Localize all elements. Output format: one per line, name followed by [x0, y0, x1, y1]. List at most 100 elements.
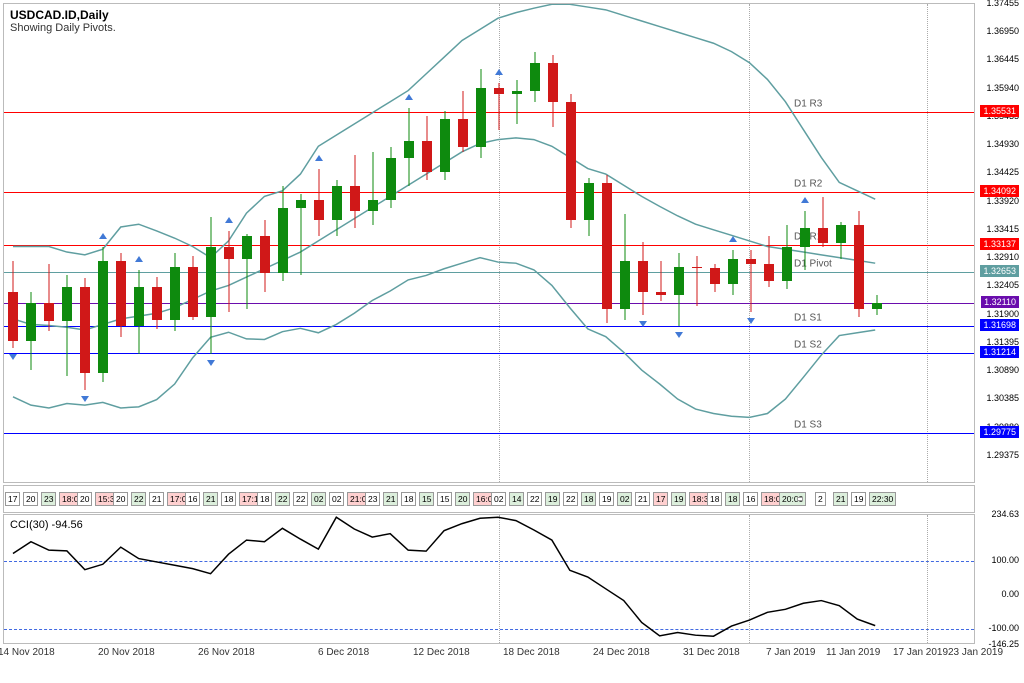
signal-arrow-icon — [135, 256, 143, 262]
time-box: 17 — [653, 492, 668, 506]
time-box: 19 — [671, 492, 686, 506]
candlestick[interactable] — [727, 4, 740, 484]
time-axis: 17202318:002015:3020222117:0016211817:10… — [3, 485, 975, 513]
price-tag: 1.31698 — [980, 319, 1019, 331]
candlestick[interactable] — [511, 4, 524, 484]
signal-arrow-icon — [747, 318, 755, 324]
y-tick-label: 1.29375 — [986, 450, 1019, 460]
candlestick[interactable] — [61, 4, 74, 484]
signal-arrow-icon — [495, 69, 503, 75]
candlestick[interactable] — [421, 4, 434, 484]
candlestick[interactable] — [223, 4, 236, 484]
y-tick-label: 1.30385 — [986, 393, 1019, 403]
candlestick[interactable] — [403, 4, 416, 484]
y-tick-label: 1.31900 — [986, 309, 1019, 319]
date-label: 18 Dec 2018 — [503, 647, 560, 658]
candlestick[interactable] — [763, 4, 776, 484]
time-box: 18 — [581, 492, 596, 506]
y-tick-label: 1.36445 — [986, 54, 1019, 64]
candlestick[interactable] — [151, 4, 164, 484]
candlestick[interactable] — [295, 4, 308, 484]
candlestick[interactable] — [187, 4, 200, 484]
candlestick[interactable] — [385, 4, 398, 484]
candlestick[interactable] — [313, 4, 326, 484]
candlestick[interactable] — [475, 4, 488, 484]
candlestick[interactable] — [25, 4, 38, 484]
time-box — [797, 497, 803, 501]
cci-tick-label: -100.00 — [988, 623, 1019, 633]
date-axis: 14 Nov 201820 Nov 201826 Nov 20186 Dec 2… — [3, 645, 975, 669]
time-box: 22 — [131, 492, 146, 506]
cci-tick-label: 100.00 — [991, 555, 1019, 565]
price-tag: 1.32110 — [981, 296, 1019, 308]
y-axis-price: 1.374551.369501.364451.359401.354351.349… — [973, 3, 1021, 483]
cci-tick-label: 0.00 — [1001, 589, 1019, 599]
candlestick[interactable] — [367, 4, 380, 484]
candlestick[interactable] — [709, 4, 722, 484]
time-box: 18 — [725, 492, 740, 506]
date-label: 31 Dec 2018 — [683, 647, 740, 658]
y-tick-label: 1.30890 — [986, 365, 1019, 375]
candlestick[interactable] — [835, 4, 848, 484]
time-box: 14 — [509, 492, 524, 506]
candlestick[interactable] — [529, 4, 542, 484]
time-box: 23 — [41, 492, 56, 506]
candlestick[interactable] — [547, 4, 560, 484]
candlestick[interactable] — [205, 4, 218, 484]
candlestick[interactable] — [601, 4, 614, 484]
date-label: 7 Jan 2019 — [766, 647, 816, 658]
candlestick[interactable] — [457, 4, 470, 484]
time-box: 20 — [113, 492, 128, 506]
candlestick[interactable] — [241, 4, 254, 484]
candlestick[interactable] — [655, 4, 668, 484]
time-box: 02 — [491, 492, 506, 506]
cci-indicator-chart[interactable]: CCI(30) -94.56 — [3, 514, 975, 644]
candlestick[interactable] — [349, 4, 362, 484]
main-price-chart[interactable]: USDCAD.ID,Daily Showing Daily Pivots. D1… — [3, 3, 975, 483]
y-tick-label: 1.34930 — [986, 139, 1019, 149]
candlestick[interactable] — [853, 4, 866, 484]
time-box: 21 — [833, 492, 848, 506]
candlestick[interactable] — [871, 4, 884, 484]
candlestick[interactable] — [259, 4, 272, 484]
time-box: 19 — [599, 492, 614, 506]
y-tick-label: 1.32405 — [986, 280, 1019, 290]
candlestick[interactable] — [331, 4, 344, 484]
time-box: 18 — [401, 492, 416, 506]
candlestick[interactable] — [781, 4, 794, 484]
candlestick[interactable] — [439, 4, 452, 484]
price-tag: 1.35531 — [980, 105, 1019, 117]
price-tag: 1.34092 — [980, 185, 1019, 197]
y-tick-label: 1.34425 — [986, 167, 1019, 177]
candlestick[interactable] — [7, 4, 20, 484]
time-box: 21 — [203, 492, 218, 506]
time-box: 15 — [419, 492, 434, 506]
cci-tick-label: -146.25 — [988, 639, 1019, 649]
time-box: 20 — [23, 492, 38, 506]
signal-arrow-icon — [405, 94, 413, 100]
time-box: 18 — [257, 492, 272, 506]
candlestick[interactable] — [745, 4, 758, 484]
candlestick[interactable] — [565, 4, 578, 484]
date-label: 20 Nov 2018 — [98, 647, 155, 658]
candlestick[interactable] — [817, 4, 830, 484]
candlestick[interactable] — [115, 4, 128, 484]
time-box: 20 — [455, 492, 470, 506]
candlestick[interactable] — [43, 4, 56, 484]
candlestick[interactable] — [169, 4, 182, 484]
candlestick[interactable] — [691, 4, 704, 484]
candlestick[interactable] — [97, 4, 110, 484]
candlestick[interactable] — [583, 4, 596, 484]
date-label: 24 Dec 2018 — [593, 647, 650, 658]
time-box: 2 — [815, 492, 826, 506]
candlestick[interactable] — [79, 4, 92, 484]
candlestick[interactable] — [673, 4, 686, 484]
candlestick[interactable] — [133, 4, 146, 484]
candlestick[interactable] — [277, 4, 290, 484]
candlestick[interactable] — [619, 4, 632, 484]
candlestick[interactable] — [637, 4, 650, 484]
candlestick[interactable] — [493, 4, 506, 484]
candlestick[interactable] — [799, 4, 812, 484]
cci-line — [4, 515, 974, 643]
time-box: 15 — [437, 492, 452, 506]
